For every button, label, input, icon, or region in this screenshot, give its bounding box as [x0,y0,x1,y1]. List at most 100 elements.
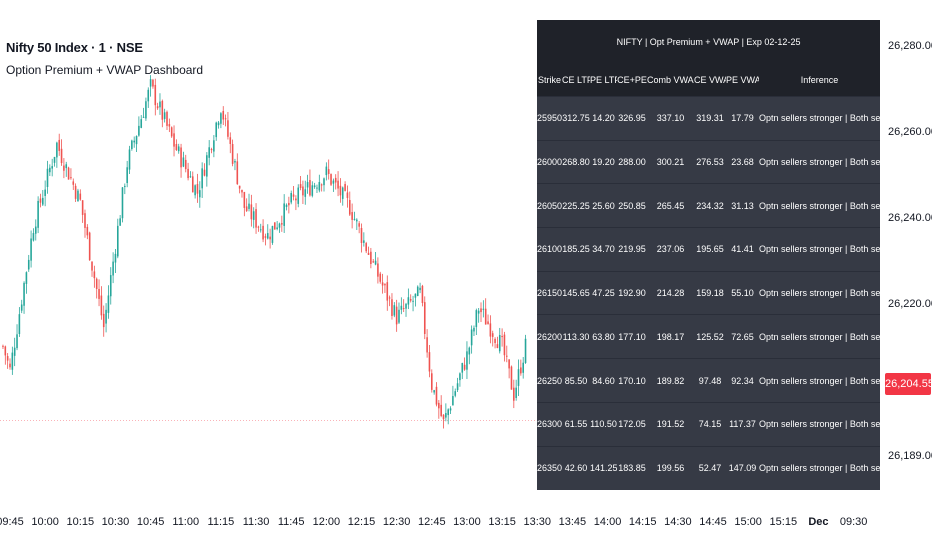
candle-body [79,193,82,200]
time-tick-label: 14:15 [628,516,657,528]
column-header: CE+PE [617,64,647,97]
candle-body [344,184,346,191]
column-header: CE LTP [562,64,590,97]
candle-body [20,304,23,311]
candle-body [229,137,232,144]
candle-body [426,337,428,353]
candle-body [238,185,241,189]
candle-body [194,185,196,196]
candle-body [435,386,438,405]
table-row: 26050 225.25 25.60 250.85 265.45 234.32 31.13 O… [537,183,881,228]
candle-body [351,212,353,220]
candle-body [60,148,63,164]
candle-body [414,293,417,298]
table-cell: 26100 [537,227,562,272]
candle-body [119,218,121,226]
candle-body [276,227,278,230]
candle-body [217,122,220,126]
candle-body [234,161,236,163]
candle-body [91,261,93,271]
candle-body [524,338,527,363]
table-cell: 47.25 [590,270,617,315]
table-row: 26150 145.65 47.25 192.90 214.28 159.18 55.10 O… [537,270,881,315]
time-tick-label: 10:45 [136,516,165,528]
candle-body [320,184,323,186]
candle-body [65,164,68,169]
time-tick-label: 15:15 [769,516,798,528]
candle-body [189,176,192,178]
candle-body [25,272,28,284]
dashboard-title: NIFTY | Opt Premium + VWAP | Exp 02-12-2… [537,20,881,65]
candle-body [126,167,128,184]
candle-body [241,189,243,193]
candle-body [496,344,499,348]
candle-body [159,101,161,108]
indicator-title[interactable]: Option Premium + VWAP Dashboard [6,63,204,77]
table-cell: 26250 [537,358,562,403]
table-cell: 55.10 [726,270,759,315]
candle-body [505,355,508,357]
candle-body [299,184,302,188]
price-tick-label: 26,240.00 [888,212,932,224]
candle-body [482,308,485,310]
time-tick-label: 12:45 [418,516,446,528]
time-tick-label: 10:00 [31,516,59,528]
candle-body [407,297,410,305]
candle-body [445,413,447,418]
candle-body [461,363,464,373]
table-cell: Optn sellers stronger | Both sellers str… [759,314,881,359]
candle-body [273,222,276,230]
time-tick-label: 13:15 [488,516,516,528]
candle-body [37,200,39,228]
symbol-title[interactable]: Nifty 50 Index · 1 · NSE [6,40,143,55]
candle-body [156,106,159,109]
candle-body [316,187,318,189]
candle-body [266,233,269,239]
candle-body [255,209,257,228]
table-row: 25950 312.75 14.20 326.95 337.10 319.31 17.79 O… [537,95,881,141]
candle-body [105,309,107,324]
candle-body [442,414,445,420]
time-tick-label: 14:30 [664,516,692,528]
candlestick-chart[interactable] [0,0,880,505]
time-axis[interactable]: 09:45 10:00 10:15 10:30 10:45 11:00 11:15 11:30… [0,505,932,550]
candle-body [402,308,405,310]
candle-body [292,194,295,197]
table-cell: 300.21 [647,139,694,184]
candle-body [513,387,515,401]
table-cell: 26200 [537,314,562,359]
candle-body [210,149,213,151]
candle-body [318,181,321,191]
table-cell: Optn sellers stronger | Both sellers str… [759,270,881,315]
candle-body [128,149,131,170]
candle-body [161,100,164,120]
candle-body [428,352,431,372]
column-header: PE VWAP [726,64,759,97]
table-cell: 34.70 [590,227,617,272]
candle-body [416,286,419,297]
table-cell: 61.55 [562,401,590,447]
candle-body [515,387,517,398]
candle-body [285,204,288,207]
table-cell: Optn sellers stronger | Both sellers str… [759,139,881,184]
price-axis[interactable]: 26,280.00 26,260.00 26,240.00 26,220.00 … [880,0,932,505]
table-cell: 117.37 [726,401,759,447]
table-cell: 113.30 [562,314,590,359]
candle-body [23,282,25,306]
candle-body [220,113,222,124]
table-cell: 189.82 [647,358,694,403]
last-price-badge: 26,204.55 [885,373,932,395]
candle-body [372,261,375,263]
candle-body [398,309,400,323]
candle-body [135,136,138,145]
time-tick-label: 15:00 [734,516,762,528]
price-tick-label: 26,189.00 [888,450,932,462]
table-cell: Optn sellers stronger | Both sellers str… [759,183,881,228]
time-tick-label: 14:00 [593,516,622,528]
candle-body [454,391,457,396]
candle-body [379,273,382,282]
candle-body [306,182,309,188]
time-tick-label: 10:30 [101,516,130,528]
table-cell: 225.25 [562,183,590,228]
time-tick-label: 12:30 [382,516,411,528]
